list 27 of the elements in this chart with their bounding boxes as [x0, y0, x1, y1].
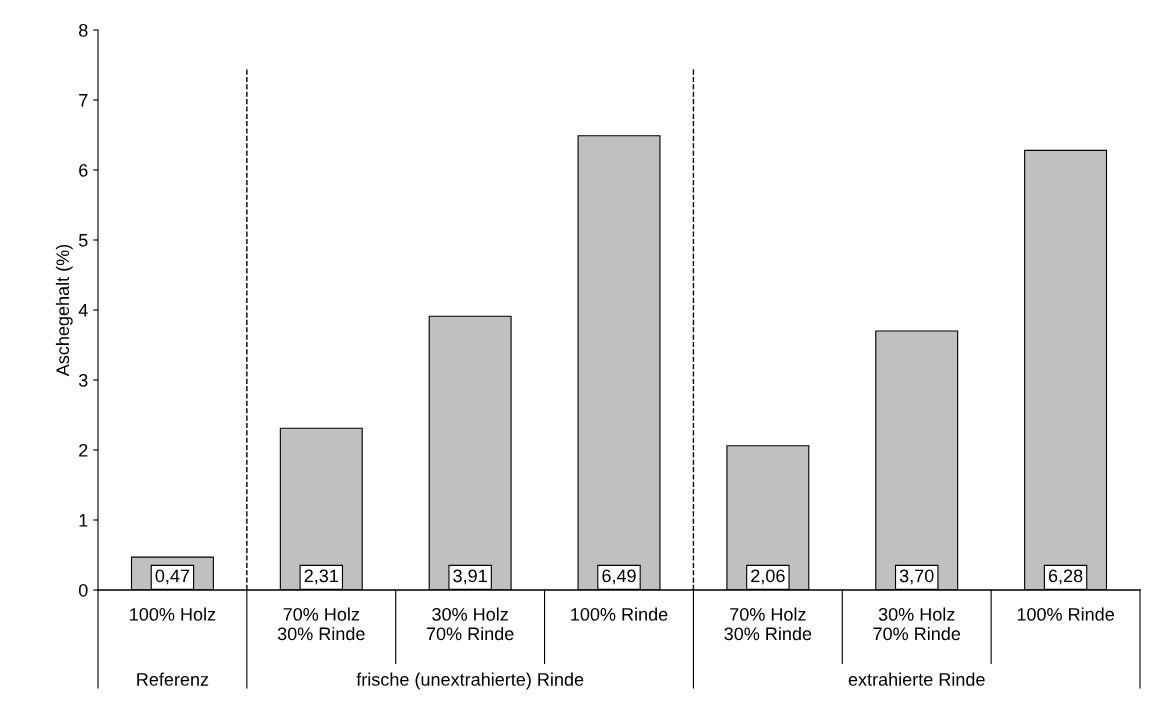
x-tick-label: 70% Holz 30% Rinde [277, 607, 365, 641]
data-label: 0,47 [155, 569, 190, 585]
y-tick-label: 2 [79, 443, 88, 457]
x-tick-label: 30% Holz 70% Rinde [426, 607, 514, 641]
data-label: 3,91 [453, 569, 487, 585]
y-tick-label: 6 [79, 163, 88, 177]
data-label: 6,28 [1048, 569, 1083, 585]
x-tick-label: 70% Holz 30% Rinde [724, 607, 812, 641]
y-tick-label: 4 [78, 304, 88, 317]
y-tick-label: 7 [79, 94, 88, 107]
y-tick-label: 8 [79, 23, 88, 37]
data-label: 2,06 [751, 569, 785, 585]
x-tick-label: 100% Rinde [1017, 607, 1114, 621]
text: frische (unextrahierte) Rinde [356, 672, 584, 690]
data-label: 6,49 [602, 569, 636, 585]
data-label: 2,31 [304, 569, 338, 585]
x-tick-label: 100% Rinde [571, 607, 668, 621]
x-tick-label: 30% Holz 70% Rinde [873, 607, 961, 641]
y-axis-title: Aschegehalt (%) [55, 244, 73, 377]
y-tick-label: 0 [78, 583, 88, 597]
data-label: 3,70 [899, 569, 934, 585]
y-tick-label: 5 [78, 234, 88, 247]
y-tick-label: 3 [78, 373, 88, 387]
y-tick-label: 1 [79, 514, 88, 527]
x-tick-label: 100% Holz [130, 607, 216, 621]
text: Referenz [137, 672, 209, 686]
text: extrahierte Rinde [848, 672, 985, 686]
